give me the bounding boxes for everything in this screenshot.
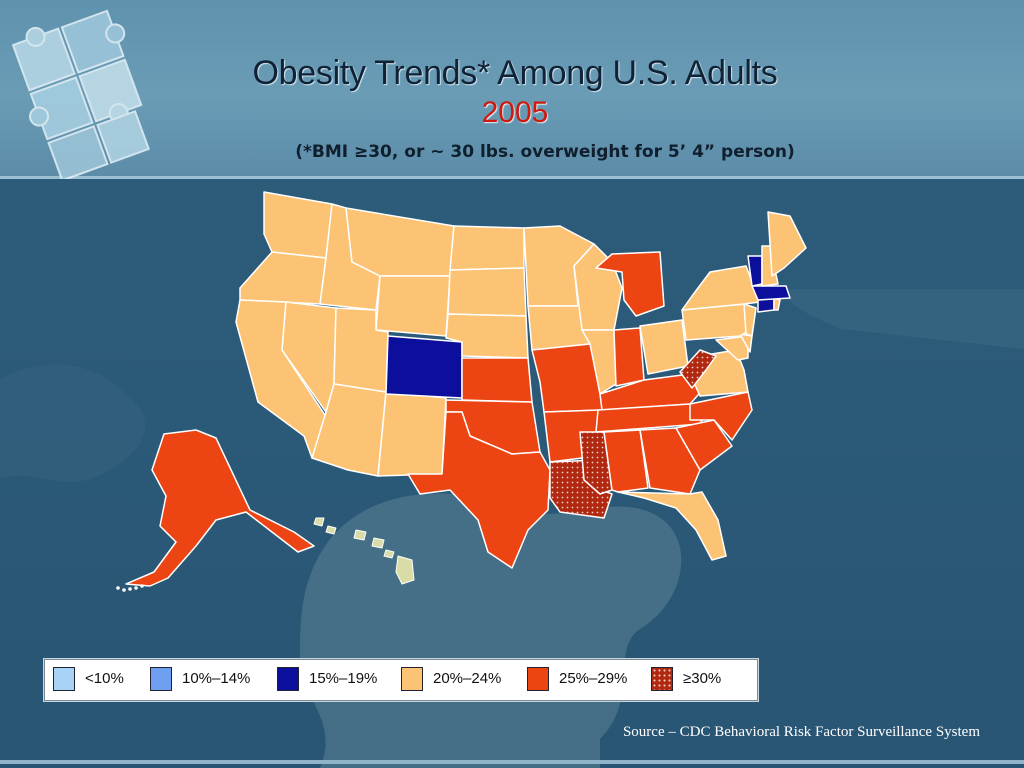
legend-label: <10% — [85, 670, 124, 687]
state-hi-4 — [371, 537, 385, 549]
legend-swatch — [53, 667, 75, 691]
state-wy — [375, 275, 451, 337]
state-hi-6 — [395, 555, 415, 585]
legend-label: ≥30% — [683, 670, 722, 687]
aleutian-island-4 — [134, 586, 138, 590]
state-tx — [407, 411, 551, 569]
state-wv — [679, 349, 717, 389]
state-co — [385, 335, 463, 399]
legend-swatch — [277, 667, 299, 691]
state-ny — [681, 265, 761, 311]
state-mt — [345, 207, 455, 277]
source-note: Source – CDC Behavioral Risk Factor Surv… — [622, 724, 980, 740]
state-in — [613, 327, 645, 387]
state-al — [603, 429, 649, 493]
legend-swatch — [150, 667, 172, 691]
aleutian-island-2 — [122, 588, 126, 592]
puzzle-logo-icon — [11, 9, 151, 182]
aleutian-island-3 — [128, 587, 132, 591]
header-divider — [0, 176, 1024, 179]
state-wa — [263, 191, 333, 259]
state-ks — [461, 357, 533, 403]
state-mi — [595, 251, 665, 317]
state-hi-5 — [383, 549, 395, 559]
state-nd — [449, 225, 525, 271]
state-hi-3 — [353, 529, 367, 541]
state-hi-1 — [313, 517, 325, 527]
legend-swatch — [527, 667, 549, 691]
legend-swatch — [651, 667, 673, 691]
state-ms — [579, 431, 613, 495]
legend-label: 10%–14% — [182, 670, 251, 687]
state-me — [767, 211, 807, 277]
state-md — [715, 335, 749, 361]
slide-header — [0, 0, 1024, 176]
footer-divider — [0, 760, 1024, 764]
state-ma — [751, 285, 791, 301]
state-ne — [445, 313, 529, 359]
legend-label: 20%–24% — [433, 670, 502, 687]
state-de — [739, 333, 753, 353]
page-year: 2005 — [481, 96, 549, 129]
page-subtitle: (*BMI ≥30, or ~ 30 lbs. overweight for 5… — [295, 142, 795, 162]
state-or — [239, 251, 327, 305]
state-hi-2 — [325, 525, 337, 535]
legend-swatch — [401, 667, 423, 691]
map-legend: <10% 10%–14% 15%–19% 20%–24% 25%–29% ≥30% — [44, 659, 758, 701]
page-title: Obesity Trends* Among U.S. Adults — [252, 54, 778, 92]
state-ri — [773, 297, 781, 311]
state-nh — [761, 245, 779, 287]
state-nm — [377, 391, 447, 477]
state-sc — [675, 419, 733, 471]
legend-label: 25%–29% — [559, 670, 628, 687]
state-oh — [639, 319, 689, 375]
legend-label: 15%–19% — [309, 670, 378, 687]
aleutian-island-5 — [140, 584, 144, 588]
aleutian-island-1 — [116, 586, 120, 590]
state-il — [581, 329, 617, 395]
state-sd — [447, 267, 527, 317]
state-nj — [743, 303, 757, 337]
state-fl — [617, 491, 727, 561]
state-ak — [125, 429, 315, 587]
